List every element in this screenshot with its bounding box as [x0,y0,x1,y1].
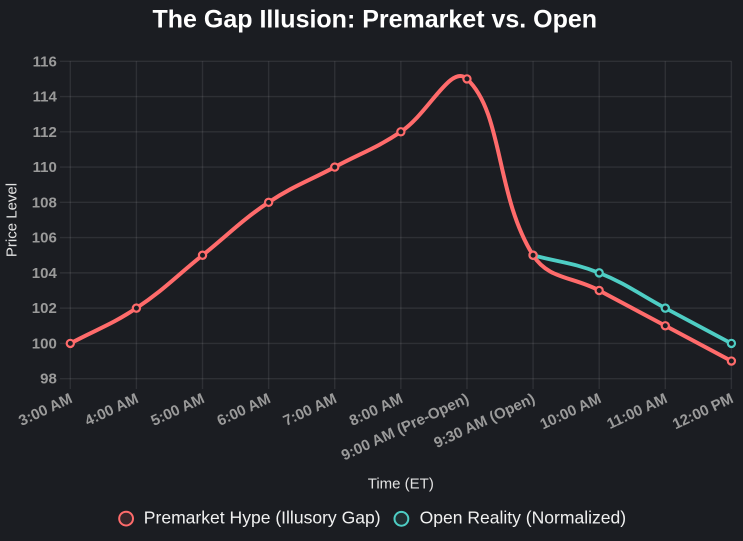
svg-text:Open Reality (Normalized): Open Reality (Normalized) [420,507,627,527]
svg-text:106: 106 [32,230,57,247]
svg-text:104: 104 [32,265,58,282]
svg-text:The Gap Illusion: Premarket vs: The Gap Illusion: Premarket vs. Open [153,5,598,33]
svg-text:110: 110 [33,159,57,176]
svg-text:Price Level: Price Level [4,183,21,257]
svg-text:100: 100 [32,335,57,352]
svg-text:98: 98 [40,371,57,388]
svg-text:Premarket Hype (Illusory Gap): Premarket Hype (Illusory Gap) [144,507,381,527]
svg-text:Time (ET): Time (ET) [368,476,434,493]
svg-text:114: 114 [33,89,58,106]
svg-text:112: 112 [33,124,57,141]
svg-text:116: 116 [33,53,57,70]
svg-text:108: 108 [32,194,57,211]
svg-text:102: 102 [32,300,57,317]
